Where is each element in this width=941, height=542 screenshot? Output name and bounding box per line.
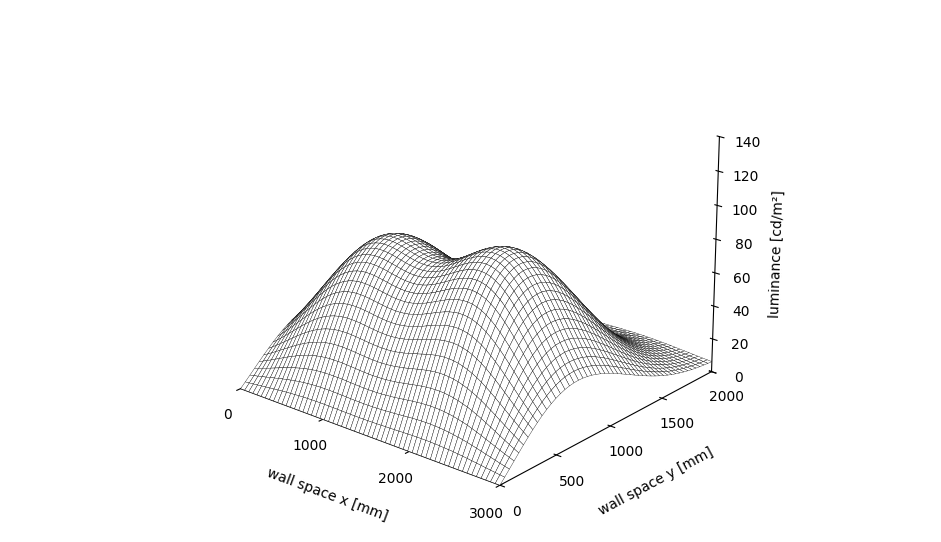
X-axis label: wall space x [mm]: wall space x [mm] xyxy=(264,466,390,523)
Y-axis label: wall space y [mm]: wall space y [mm] xyxy=(596,445,715,518)
